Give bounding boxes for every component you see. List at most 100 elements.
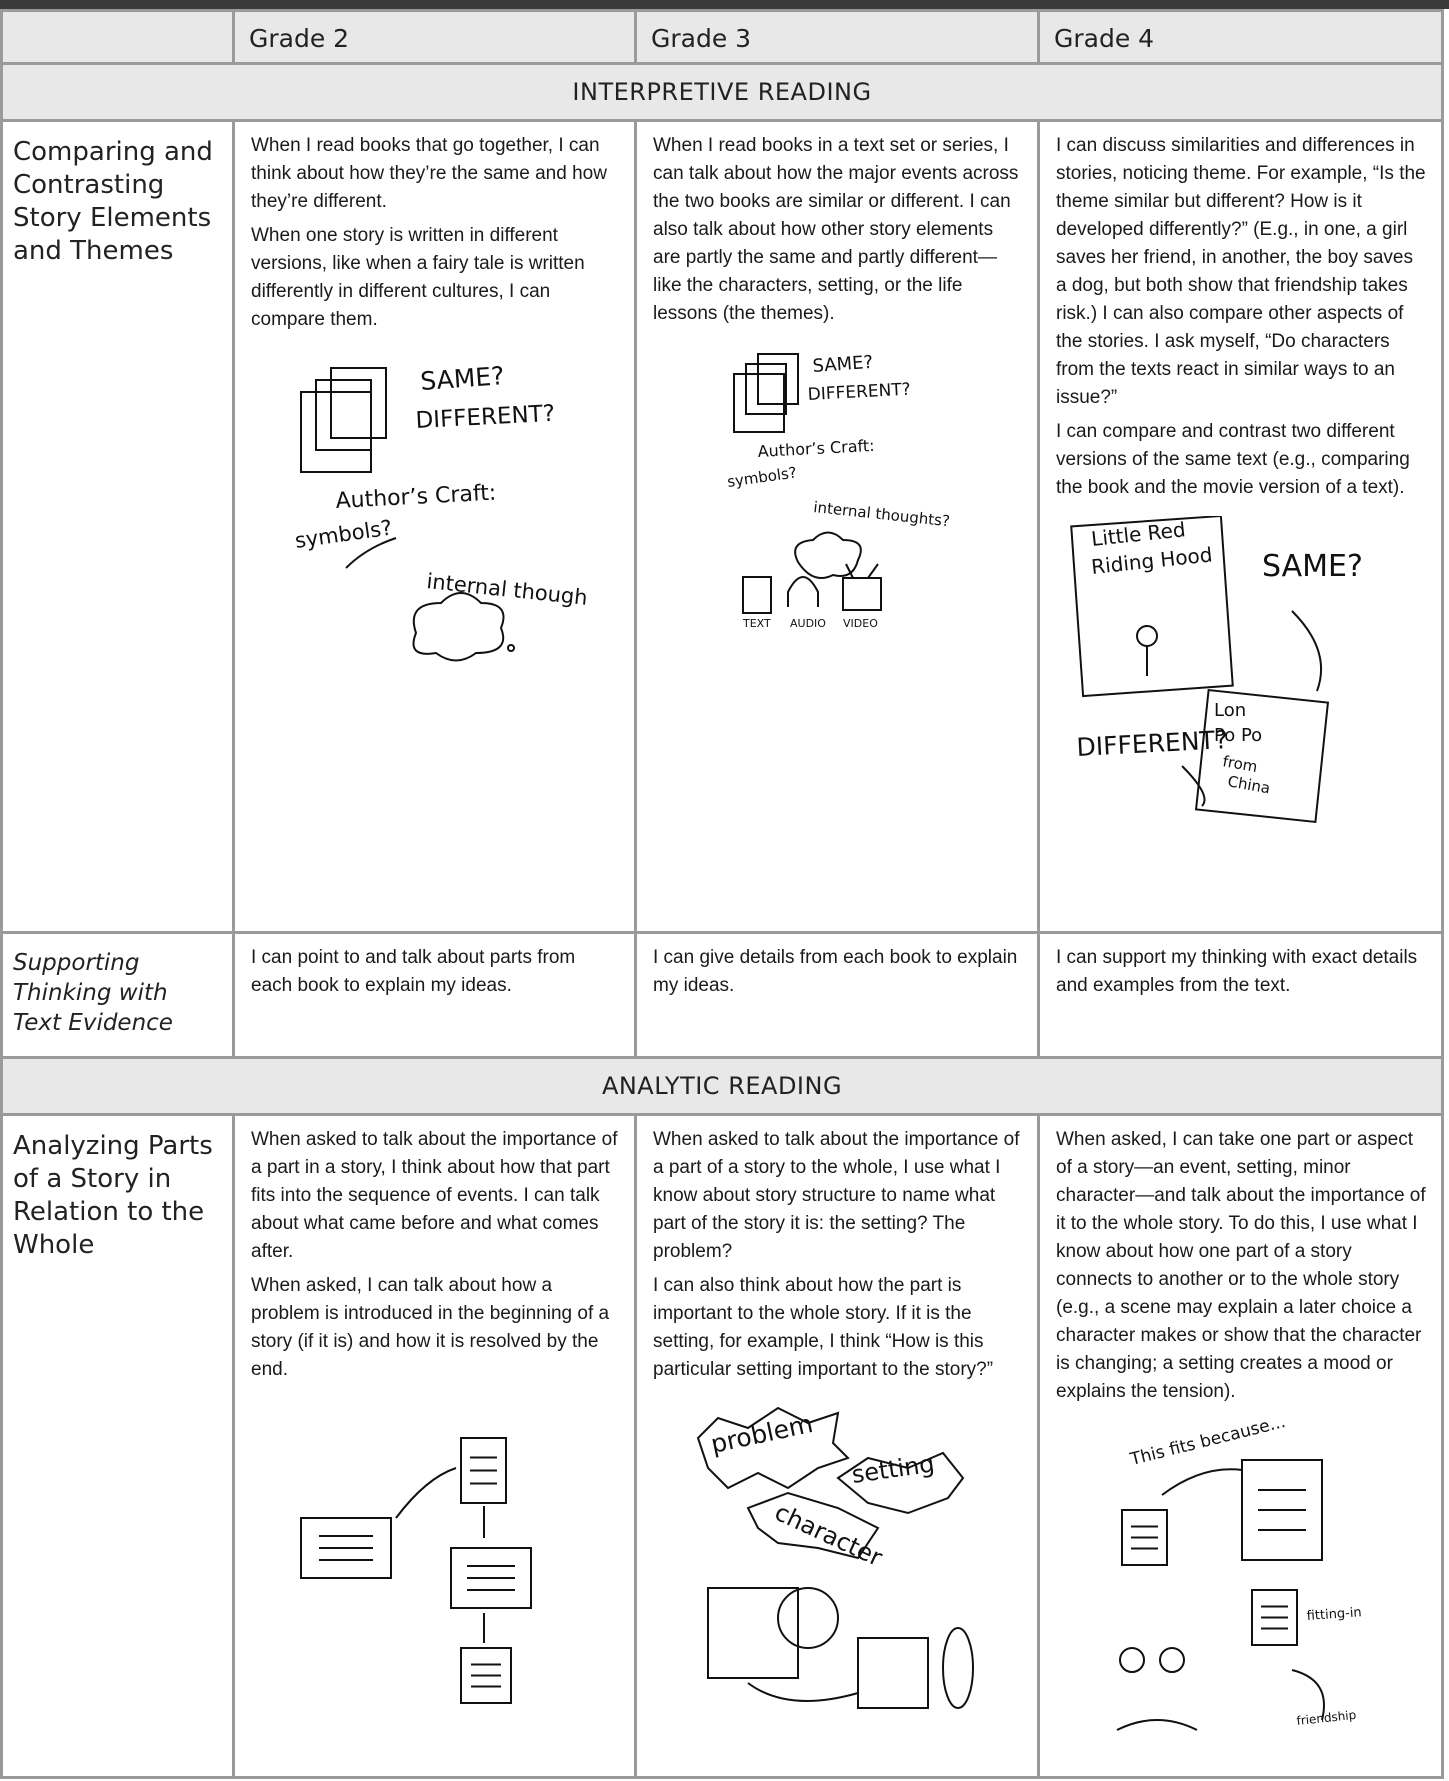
sketch — [449, 1547, 532, 1609]
paragraph: I can compare and contrast two different… — [1056, 421, 1410, 498]
sketch — [1120, 1509, 1168, 1566]
sketch — [1160, 1468, 1242, 1496]
section-title: ANALYTIC READING — [0, 1056, 1444, 1116]
cell: When asked, I can take one part or aspec… — [1037, 1113, 1444, 1779]
table-row: Supporting Thinking with Text Evidence I … — [0, 931, 1444, 1059]
paragraph: I can discuss similarities and differenc… — [1056, 135, 1426, 408]
column-header: Grade 3 — [634, 9, 1040, 65]
sketch — [344, 537, 396, 569]
sketch — [1135, 625, 1158, 647]
sketch — [459, 1437, 507, 1504]
illustration: problem setting character — [696, 1406, 974, 1709]
sketch — [742, 576, 772, 614]
paragraph: I can support my thinking with exact det… — [1056, 947, 1418, 996]
illustration-label: DIFFERENT? — [414, 401, 555, 434]
illustration-label: setting — [850, 1450, 936, 1489]
section-title: INTERPRETIVE READING — [0, 62, 1444, 122]
illustration-label: VIDEO — [843, 617, 878, 630]
cell: When asked to talk about the importance … — [232, 1113, 637, 1779]
sketch — [1180, 765, 1205, 807]
row-label: Supporting Thinking with Text Evidence — [0, 931, 235, 1059]
illustration-label: internal thoughts? — [813, 498, 951, 530]
sketch — [787, 576, 819, 607]
sketch — [696, 1406, 850, 1490]
sketch — [506, 644, 515, 652]
column-header: Grade 2 — [232, 9, 637, 65]
paragraph: When asked to talk about the importance … — [251, 1129, 618, 1262]
sketch — [857, 1637, 929, 1709]
cell-content: When asked to talk about the importance … — [653, 1126, 1023, 1718]
illustration-label: problem — [708, 1409, 815, 1459]
illustration-label: DIFFERENT? — [807, 380, 911, 405]
illustration-label: DIFFERENT? — [1075, 725, 1228, 762]
illustration-label: AUDIO — [790, 617, 826, 630]
illustration-label: symbols? — [293, 516, 393, 553]
sketch — [733, 373, 785, 433]
paragraph: When one story is written in different v… — [251, 225, 585, 330]
sketch — [746, 1491, 880, 1560]
sketch — [1069, 516, 1234, 698]
sketch — [836, 1451, 965, 1515]
sketch — [1116, 1719, 1197, 1731]
cell-content: When asked, I can take one part or aspec… — [1056, 1126, 1427, 1760]
paragraph: When I read books in a text set or serie… — [653, 135, 1019, 324]
standards-table: Grade 2 Grade 3 Grade 4 INTERPRETIVE READIN… — [0, 9, 1444, 1779]
sketch — [1118, 1647, 1145, 1673]
paragraph: When asked, I can talk about how a probl… — [251, 1275, 610, 1380]
sketch — [745, 363, 787, 415]
corner-cell — [0, 9, 235, 65]
illustration-label: SAME? — [419, 361, 505, 396]
cell-content: I can discuss similarities and differenc… — [1056, 132, 1427, 836]
sketch — [777, 1587, 839, 1649]
sketch — [867, 563, 879, 579]
illustration — [299, 1437, 532, 1704]
illustration: SAME? DIFFERENT? Author’s Craft:symbols? in… — [293, 361, 586, 662]
cell: I can discuss similarities and differenc… — [1037, 119, 1444, 934]
cell: I can give details from each book to exp… — [634, 931, 1040, 1059]
row-label: Comparing and Contrasting Story Elements… — [0, 119, 235, 934]
illustration-label: fitting-in — [1306, 1605, 1362, 1624]
sketch — [314, 379, 372, 451]
sketch — [1158, 1647, 1185, 1673]
illustration-label: SAME? — [812, 352, 874, 377]
table-row: Analyzing Parts of a Story in Relation t… — [0, 1113, 1444, 1779]
sketch — [1194, 688, 1329, 824]
sketch — [412, 592, 504, 662]
illustration-label: TEXT — [742, 617, 771, 630]
section-row: ANALYTIC READING — [0, 1056, 1444, 1116]
illustration-label: Author’s Craft: — [757, 436, 875, 461]
illustration-label: Author’s Craft: — [335, 481, 497, 514]
cell: I can point to and talk about parts from… — [232, 931, 637, 1059]
sketch — [1240, 1459, 1323, 1561]
paragraph: When asked to talk about the importance … — [653, 1129, 1020, 1262]
cell: I can support my thinking with exact det… — [1037, 931, 1444, 1059]
sketch — [942, 1627, 974, 1709]
sketch — [1250, 1589, 1298, 1646]
sketch — [299, 391, 372, 473]
cell-content: When asked to talk about the importance … — [251, 1126, 620, 1708]
illustration-label: internal thoughts? — [425, 569, 586, 613]
paragraph: When I read books that go together, I ca… — [251, 135, 607, 212]
sketch — [329, 367, 387, 439]
cell-content: I can support my thinking with exact det… — [1056, 944, 1427, 1000]
sketch — [842, 577, 882, 611]
sketch — [757, 353, 799, 405]
sketch — [845, 563, 854, 579]
sketch — [747, 1682, 859, 1702]
cell: When I read books that go together, I ca… — [232, 119, 637, 934]
cell: When I read books in a text set or serie… — [634, 119, 1040, 934]
illustration-label: SAME? — [1262, 549, 1363, 584]
sketch — [1291, 1669, 1325, 1721]
illustration-label: symbols? — [726, 463, 798, 491]
cell-content: I can point to and talk about parts from… — [251, 944, 620, 1000]
sketch — [707, 1587, 799, 1679]
top-bar — [0, 0, 1449, 9]
paragraph: I can also think about how the part is i… — [653, 1275, 994, 1380]
cell-content: When I read books that go together, I ca… — [251, 132, 620, 668]
paragraph: I can point to and talk about parts from… — [251, 947, 576, 996]
paragraph: I can give details from each book to exp… — [653, 947, 1018, 996]
sketch — [1290, 610, 1322, 692]
illustration-label: Lon — [1214, 700, 1246, 721]
